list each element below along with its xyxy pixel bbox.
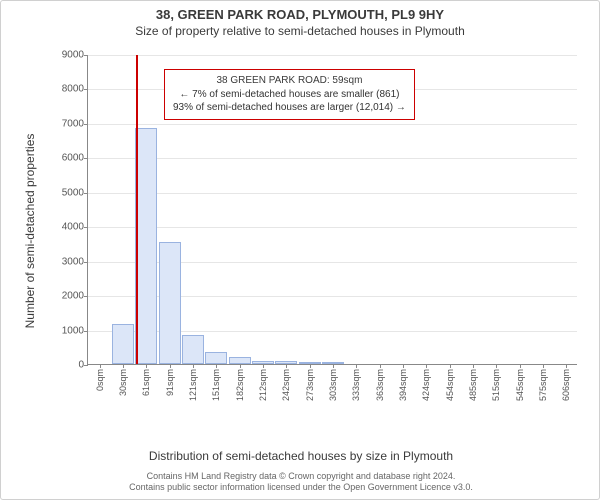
x-tick-mark — [123, 364, 124, 368]
x-tick-mark — [380, 364, 381, 368]
bar — [182, 335, 204, 364]
x-tick-mark — [403, 364, 404, 368]
x-tick-label: 363sqm — [375, 369, 385, 401]
x-tick-label: 151sqm — [211, 369, 221, 401]
page-container: 38, GREEN PARK ROAD, PLYMOUTH, PL9 9HY S… — [0, 0, 600, 500]
x-tick-mark — [100, 364, 101, 368]
x-tick-label: 91sqm — [165, 369, 175, 396]
bar — [135, 128, 157, 364]
y-tick-mark — [84, 158, 88, 159]
y-tick-mark — [84, 262, 88, 263]
y-tick-mark — [84, 365, 88, 366]
x-tick-label: 212sqm — [258, 369, 268, 401]
callout-larger: 93% of semi-detached houses are larger (… — [173, 101, 406, 115]
x-tick-label: 333sqm — [351, 369, 361, 401]
x-tick-mark — [356, 364, 357, 368]
callout-smaller: ← 7% of semi-detached houses are smaller… — [173, 88, 406, 102]
x-axis-label: Distribution of semi-detached houses by … — [1, 449, 600, 463]
x-tick-mark — [170, 364, 171, 368]
y-tick-label: 8000 — [62, 84, 84, 95]
y-tick-mark — [84, 331, 88, 332]
x-tick-label: 485sqm — [468, 369, 478, 401]
y-tick-label: 2000 — [62, 291, 84, 302]
gridline — [88, 55, 577, 56]
plot-area: 01000200030004000500060007000800090000sq… — [87, 55, 577, 365]
x-tick-label: 575sqm — [538, 369, 548, 401]
footnote: Contains HM Land Registry data © Crown c… — [1, 471, 600, 494]
x-tick-label: 394sqm — [398, 369, 408, 401]
y-tick-label: 5000 — [62, 187, 84, 198]
y-tick-label: 6000 — [62, 153, 84, 164]
x-tick-label: 242sqm — [281, 369, 291, 401]
bar — [205, 352, 227, 364]
page-title: 38, GREEN PARK ROAD, PLYMOUTH, PL9 9HY — [1, 7, 599, 22]
footnote-line-1: Contains HM Land Registry data © Crown c… — [147, 471, 456, 481]
y-tick-mark — [84, 89, 88, 90]
x-tick-mark — [520, 364, 521, 368]
y-tick-mark — [84, 124, 88, 125]
bar — [159, 242, 181, 364]
y-tick-mark — [84, 296, 88, 297]
x-tick-label: 61sqm — [141, 369, 151, 396]
x-tick-mark — [193, 364, 194, 368]
y-tick-label: 1000 — [62, 325, 84, 336]
x-tick-label: 30sqm — [118, 369, 128, 396]
x-tick-label: 424sqm — [421, 369, 431, 401]
bar — [229, 357, 251, 364]
x-tick-mark — [146, 364, 147, 368]
y-axis-label: Number of semi-detached properties — [23, 46, 39, 416]
x-tick-mark — [310, 364, 311, 368]
footnote-line-2: Contains public sector information licen… — [129, 482, 473, 492]
callout-title: 38 GREEN PARK ROAD: 59sqm — [173, 74, 406, 88]
y-tick-mark — [84, 193, 88, 194]
y-tick-label: 4000 — [62, 222, 84, 233]
x-tick-mark — [263, 364, 264, 368]
x-tick-label: 182sqm — [235, 369, 245, 401]
x-tick-mark — [450, 364, 451, 368]
gridline — [88, 227, 577, 228]
x-tick-mark — [240, 364, 241, 368]
x-tick-mark — [216, 364, 217, 368]
x-tick-label: 454sqm — [445, 369, 455, 401]
page-subtitle: Size of property relative to semi-detach… — [1, 24, 599, 38]
x-tick-label: 545sqm — [515, 369, 525, 401]
x-tick-mark — [426, 364, 427, 368]
subject-marker-line — [136, 55, 138, 364]
gridline — [88, 158, 577, 159]
x-tick-label: 606sqm — [561, 369, 571, 401]
x-tick-label: 303sqm — [328, 369, 338, 401]
x-tick-mark — [566, 364, 567, 368]
x-tick-mark — [496, 364, 497, 368]
bar — [112, 324, 134, 364]
y-tick-label: 9000 — [62, 50, 84, 61]
y-tick-label: 3000 — [62, 256, 84, 267]
x-tick-label: 121sqm — [188, 369, 198, 401]
gridline — [88, 124, 577, 125]
chart-area: 0 1000 2000 3000 4000 5000 6000 7000 8000 9000 0sq… — [43, 45, 583, 415]
x-tick-mark — [286, 364, 287, 368]
y-tick-mark — [84, 55, 88, 56]
x-tick-mark — [473, 364, 474, 368]
x-tick-mark — [543, 364, 544, 368]
callout-box: 38 GREEN PARK ROAD: 59sqm← 7% of semi-de… — [164, 69, 415, 120]
x-tick-mark — [333, 364, 334, 368]
x-tick-label: 0sqm — [95, 369, 105, 391]
x-tick-label: 515sqm — [491, 369, 501, 401]
y-tick-label: 7000 — [62, 118, 84, 129]
gridline — [88, 193, 577, 194]
x-tick-label: 273sqm — [305, 369, 315, 401]
y-tick-mark — [84, 227, 88, 228]
y-tick-label: 0 — [78, 360, 84, 371]
